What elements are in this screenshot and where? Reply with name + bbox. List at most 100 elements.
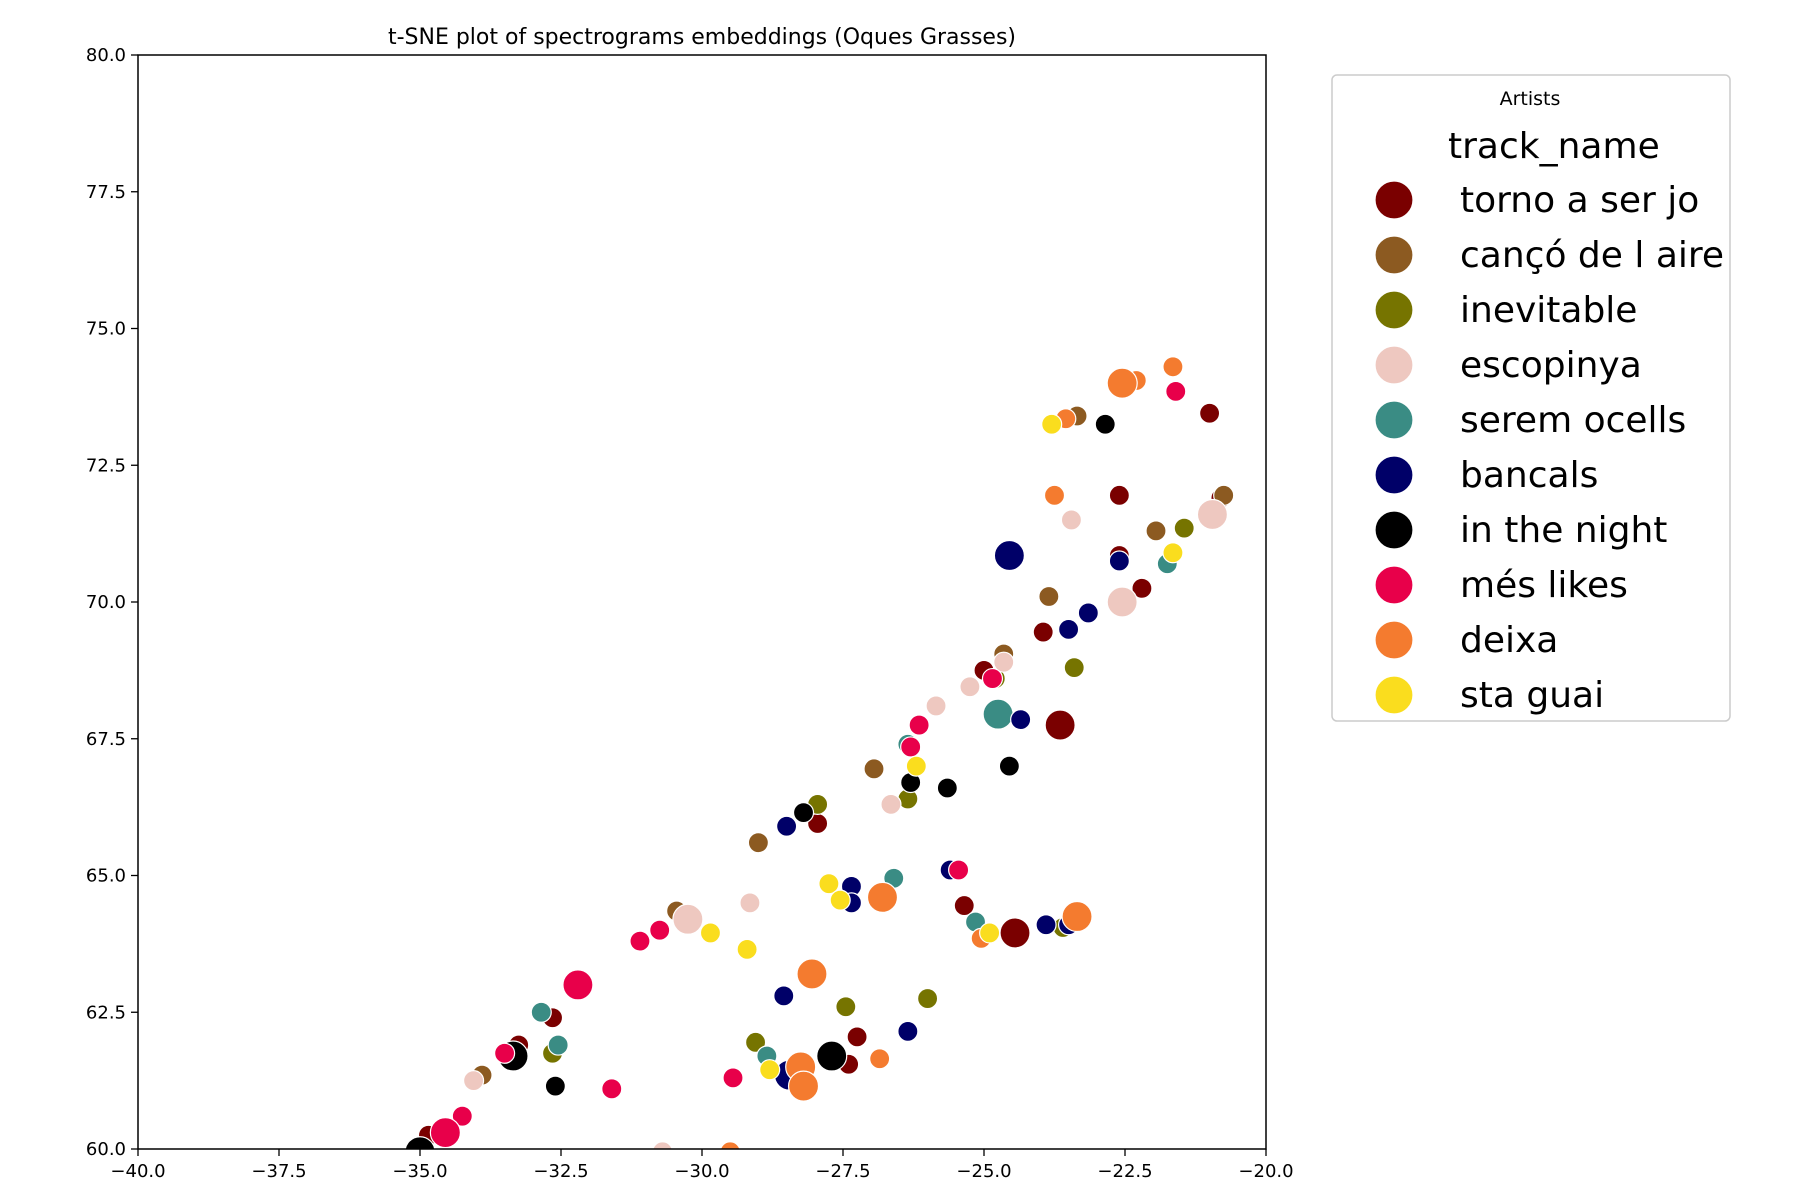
data-point bbox=[979, 922, 1001, 944]
data-point bbox=[829, 889, 851, 911]
y-tick-label: 65.0 bbox=[86, 866, 126, 887]
data-point bbox=[1061, 900, 1093, 933]
x-tick-label: −27.5 bbox=[815, 1161, 870, 1182]
x-tick-label: −35.0 bbox=[392, 1161, 447, 1182]
data-point bbox=[846, 1026, 868, 1048]
legend-label: deixa bbox=[1460, 620, 1558, 661]
data-point bbox=[897, 1020, 919, 1042]
legend-marker bbox=[1374, 620, 1414, 660]
data-point bbox=[936, 777, 958, 799]
legend-title: Artists bbox=[1500, 88, 1561, 110]
data-point bbox=[981, 667, 1004, 690]
data-point bbox=[462, 1070, 485, 1092]
data-point bbox=[1165, 380, 1187, 403]
data-point bbox=[744, 1031, 767, 1053]
legend-label: més likes bbox=[1460, 565, 1628, 606]
data-point bbox=[818, 873, 840, 895]
data-point bbox=[1063, 657, 1085, 679]
data-point bbox=[736, 938, 758, 960]
data-point bbox=[1038, 585, 1060, 608]
data-point bbox=[1077, 602, 1099, 624]
data-point bbox=[404, 1136, 436, 1149]
data-point bbox=[1043, 484, 1066, 506]
data-point bbox=[530, 1001, 552, 1023]
legend-label: bancals bbox=[1460, 455, 1598, 496]
data-point bbox=[1106, 367, 1138, 399]
legend-label: inevitable bbox=[1460, 290, 1637, 331]
data-point bbox=[429, 1116, 461, 1149]
x-tick-label: −25.0 bbox=[956, 1161, 1011, 1182]
data-point bbox=[544, 1075, 566, 1097]
legend-marker bbox=[1374, 235, 1414, 275]
legend-marker bbox=[1374, 455, 1414, 495]
legend-marker bbox=[1374, 345, 1414, 385]
legend-label: serem ocells bbox=[1460, 400, 1686, 441]
legend-marker bbox=[1374, 510, 1414, 550]
chart-title: t-SNE plot of spectrograms embeddings (O… bbox=[388, 25, 1016, 50]
y-axis: 60.0 62.5 65.0 67.5 70.0 72.5 75.0 77.5 80.0 bbox=[86, 45, 138, 1160]
points-layer bbox=[404, 356, 1235, 1149]
data-point bbox=[1173, 517, 1195, 539]
y-tick-label: 60.0 bbox=[86, 1139, 126, 1160]
data-point bbox=[993, 651, 1015, 673]
data-point bbox=[1108, 484, 1130, 506]
data-point bbox=[796, 958, 828, 990]
x-tick-label: −32.5 bbox=[533, 1161, 588, 1182]
y-tick-label: 67.5 bbox=[86, 729, 126, 750]
data-point bbox=[1162, 356, 1184, 378]
legend: Artists track_name torno a ser jo cançó d… bbox=[1331, 74, 1731, 722]
data-point bbox=[1145, 520, 1167, 542]
legend-marker bbox=[1374, 675, 1414, 715]
y-tick-label: 70.0 bbox=[86, 592, 126, 613]
data-point bbox=[999, 917, 1031, 949]
plot-frame bbox=[137, 54, 1267, 1150]
legend-marker bbox=[1374, 290, 1414, 330]
data-point bbox=[993, 539, 1025, 572]
data-point bbox=[1041, 413, 1063, 435]
data-point bbox=[1106, 586, 1138, 618]
data-point bbox=[1162, 542, 1184, 564]
data-point bbox=[1131, 577, 1153, 599]
legend-marker bbox=[1374, 180, 1414, 220]
data-point bbox=[1044, 709, 1076, 741]
data-point bbox=[562, 969, 594, 1001]
x-axis: −40.0 −37.5 −35.0 −32.5 −30.0 −27.5 −25.0 −22.5… bbox=[110, 1149, 1294, 1182]
data-point bbox=[925, 695, 947, 717]
data-point bbox=[773, 985, 795, 1007]
y-tick-label: 75.0 bbox=[86, 319, 126, 340]
y-tick-label: 80.0 bbox=[86, 45, 126, 66]
legend-label: cançó de l aire bbox=[1460, 235, 1724, 276]
data-point bbox=[1057, 618, 1080, 640]
data-point bbox=[1010, 709, 1032, 731]
data-point bbox=[866, 881, 899, 913]
data-point bbox=[787, 1070, 820, 1102]
data-point bbox=[451, 1105, 473, 1127]
data-point bbox=[792, 801, 815, 824]
data-point bbox=[739, 892, 761, 914]
data-point bbox=[719, 1141, 741, 1149]
data-point bbox=[948, 859, 970, 881]
data-point bbox=[547, 1034, 569, 1056]
data-point bbox=[649, 919, 671, 941]
data-point bbox=[916, 987, 939, 1010]
data-point bbox=[816, 1040, 848, 1072]
legend-entries: torno a ser jo cançó de l aire inevitable e… bbox=[1374, 180, 1724, 716]
x-tick-label: −30.0 bbox=[674, 1161, 729, 1182]
data-point bbox=[869, 1048, 891, 1070]
y-tick-label: 62.5 bbox=[86, 1002, 126, 1023]
x-tick-label: −22.5 bbox=[1097, 1161, 1152, 1182]
data-point bbox=[900, 736, 922, 758]
data-point bbox=[759, 1059, 781, 1081]
data-point bbox=[959, 676, 981, 698]
data-point bbox=[722, 1067, 744, 1089]
data-point bbox=[953, 894, 975, 917]
data-point bbox=[982, 698, 1014, 730]
legend-label: sta guai bbox=[1460, 675, 1604, 716]
data-point bbox=[652, 1141, 673, 1149]
data-point bbox=[494, 1042, 516, 1064]
legend-marker bbox=[1374, 565, 1414, 605]
data-point bbox=[672, 903, 704, 935]
data-point bbox=[1060, 509, 1083, 531]
data-point bbox=[1108, 550, 1130, 572]
